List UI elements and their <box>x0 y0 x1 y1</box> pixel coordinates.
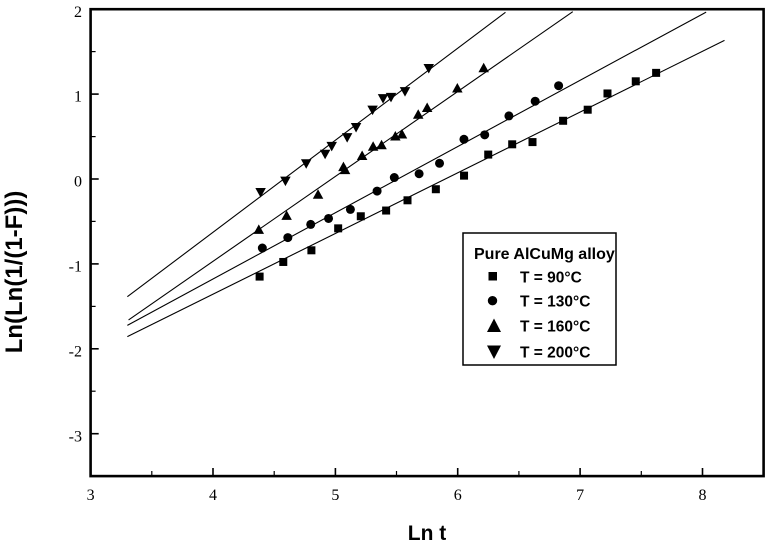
svg-text:T = 90°C: T = 90°C <box>520 270 582 287</box>
svg-text:-2: -2 <box>69 344 82 361</box>
svg-text:-1: -1 <box>69 259 82 276</box>
svg-text:4: 4 <box>209 487 217 504</box>
svg-text:5: 5 <box>331 487 339 504</box>
svg-text:T = 160°C: T = 160°C <box>520 318 590 335</box>
svg-text:-3: -3 <box>69 429 82 446</box>
svg-text:Ln(Ln(1/(1-F))): Ln(Ln(1/(1-F))) <box>1 191 28 354</box>
svg-text:6: 6 <box>454 487 462 504</box>
svg-text:2: 2 <box>74 4 82 21</box>
svg-text:1: 1 <box>74 89 82 106</box>
svg-text:3: 3 <box>87 487 95 504</box>
svg-text:Pure AlCuMg alloy: Pure AlCuMg alloy <box>474 246 615 263</box>
svg-text:0: 0 <box>74 174 82 191</box>
svg-text:Ln t: Ln t <box>408 522 446 545</box>
svg-text:8: 8 <box>699 487 707 504</box>
svg-text:7: 7 <box>576 487 584 504</box>
svg-text:T = 200°C: T = 200°C <box>520 345 590 362</box>
svg-text:T = 130°C: T = 130°C <box>520 294 590 311</box>
